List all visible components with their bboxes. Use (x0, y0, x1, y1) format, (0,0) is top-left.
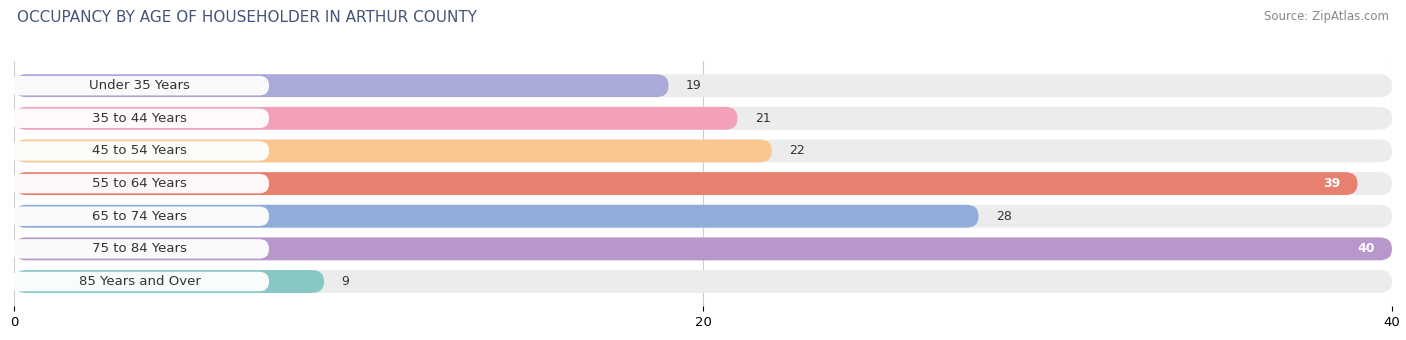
FancyBboxPatch shape (14, 107, 738, 130)
Text: 85 Years and Over: 85 Years and Over (79, 275, 201, 288)
FancyBboxPatch shape (14, 270, 325, 293)
FancyBboxPatch shape (14, 74, 669, 97)
Text: 45 to 54 Years: 45 to 54 Years (93, 144, 187, 157)
Text: Source: ZipAtlas.com: Source: ZipAtlas.com (1264, 10, 1389, 23)
FancyBboxPatch shape (14, 172, 1358, 195)
Text: 9: 9 (342, 275, 349, 288)
Text: 28: 28 (995, 210, 1012, 223)
FancyBboxPatch shape (14, 237, 1392, 260)
FancyBboxPatch shape (14, 139, 772, 163)
FancyBboxPatch shape (11, 141, 269, 161)
FancyBboxPatch shape (14, 205, 1392, 228)
FancyBboxPatch shape (11, 272, 269, 291)
Text: 19: 19 (686, 79, 702, 92)
FancyBboxPatch shape (14, 172, 1392, 195)
FancyBboxPatch shape (14, 270, 1392, 293)
FancyBboxPatch shape (11, 174, 269, 193)
Text: 35 to 44 Years: 35 to 44 Years (93, 112, 187, 125)
Text: 75 to 84 Years: 75 to 84 Years (93, 242, 187, 255)
Text: 55 to 64 Years: 55 to 64 Years (93, 177, 187, 190)
FancyBboxPatch shape (14, 139, 1392, 163)
Text: 39: 39 (1323, 177, 1340, 190)
Text: Under 35 Years: Under 35 Years (90, 79, 190, 92)
Text: OCCUPANCY BY AGE OF HOUSEHOLDER IN ARTHUR COUNTY: OCCUPANCY BY AGE OF HOUSEHOLDER IN ARTHU… (17, 10, 477, 25)
FancyBboxPatch shape (14, 107, 1392, 130)
FancyBboxPatch shape (11, 206, 269, 226)
Text: 22: 22 (789, 144, 804, 157)
FancyBboxPatch shape (14, 74, 1392, 97)
FancyBboxPatch shape (11, 108, 269, 128)
Text: 65 to 74 Years: 65 to 74 Years (93, 210, 187, 223)
FancyBboxPatch shape (11, 239, 269, 259)
FancyBboxPatch shape (14, 237, 1392, 260)
Text: 21: 21 (755, 112, 770, 125)
Text: 40: 40 (1357, 242, 1375, 255)
FancyBboxPatch shape (11, 76, 269, 96)
FancyBboxPatch shape (14, 205, 979, 228)
